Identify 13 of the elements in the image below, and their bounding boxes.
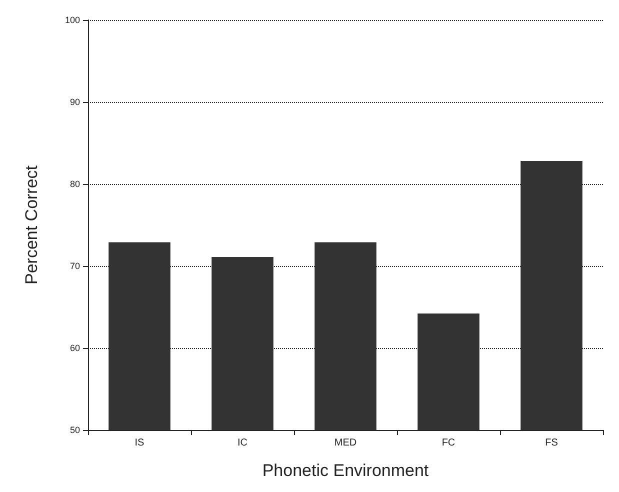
x-tick-label: IC bbox=[238, 438, 248, 448]
x-tick-label: FC bbox=[442, 438, 456, 448]
y-tick-label: 50 bbox=[70, 425, 80, 435]
y-tick-label: 80 bbox=[70, 179, 80, 189]
y-tick-label: 90 bbox=[70, 97, 80, 107]
y-axis-title: Percent Correct bbox=[22, 165, 41, 285]
x-tick-label: FS bbox=[545, 438, 558, 448]
x-tick-label: IS bbox=[134, 438, 145, 448]
y-tick-label: 100 bbox=[64, 15, 80, 25]
x-tick-label: MED bbox=[334, 438, 357, 448]
x-axis-title: Phonetic Environment bbox=[262, 461, 429, 480]
y-tick-label: 60 bbox=[70, 343, 80, 353]
y-tick-label: 70 bbox=[70, 261, 80, 271]
